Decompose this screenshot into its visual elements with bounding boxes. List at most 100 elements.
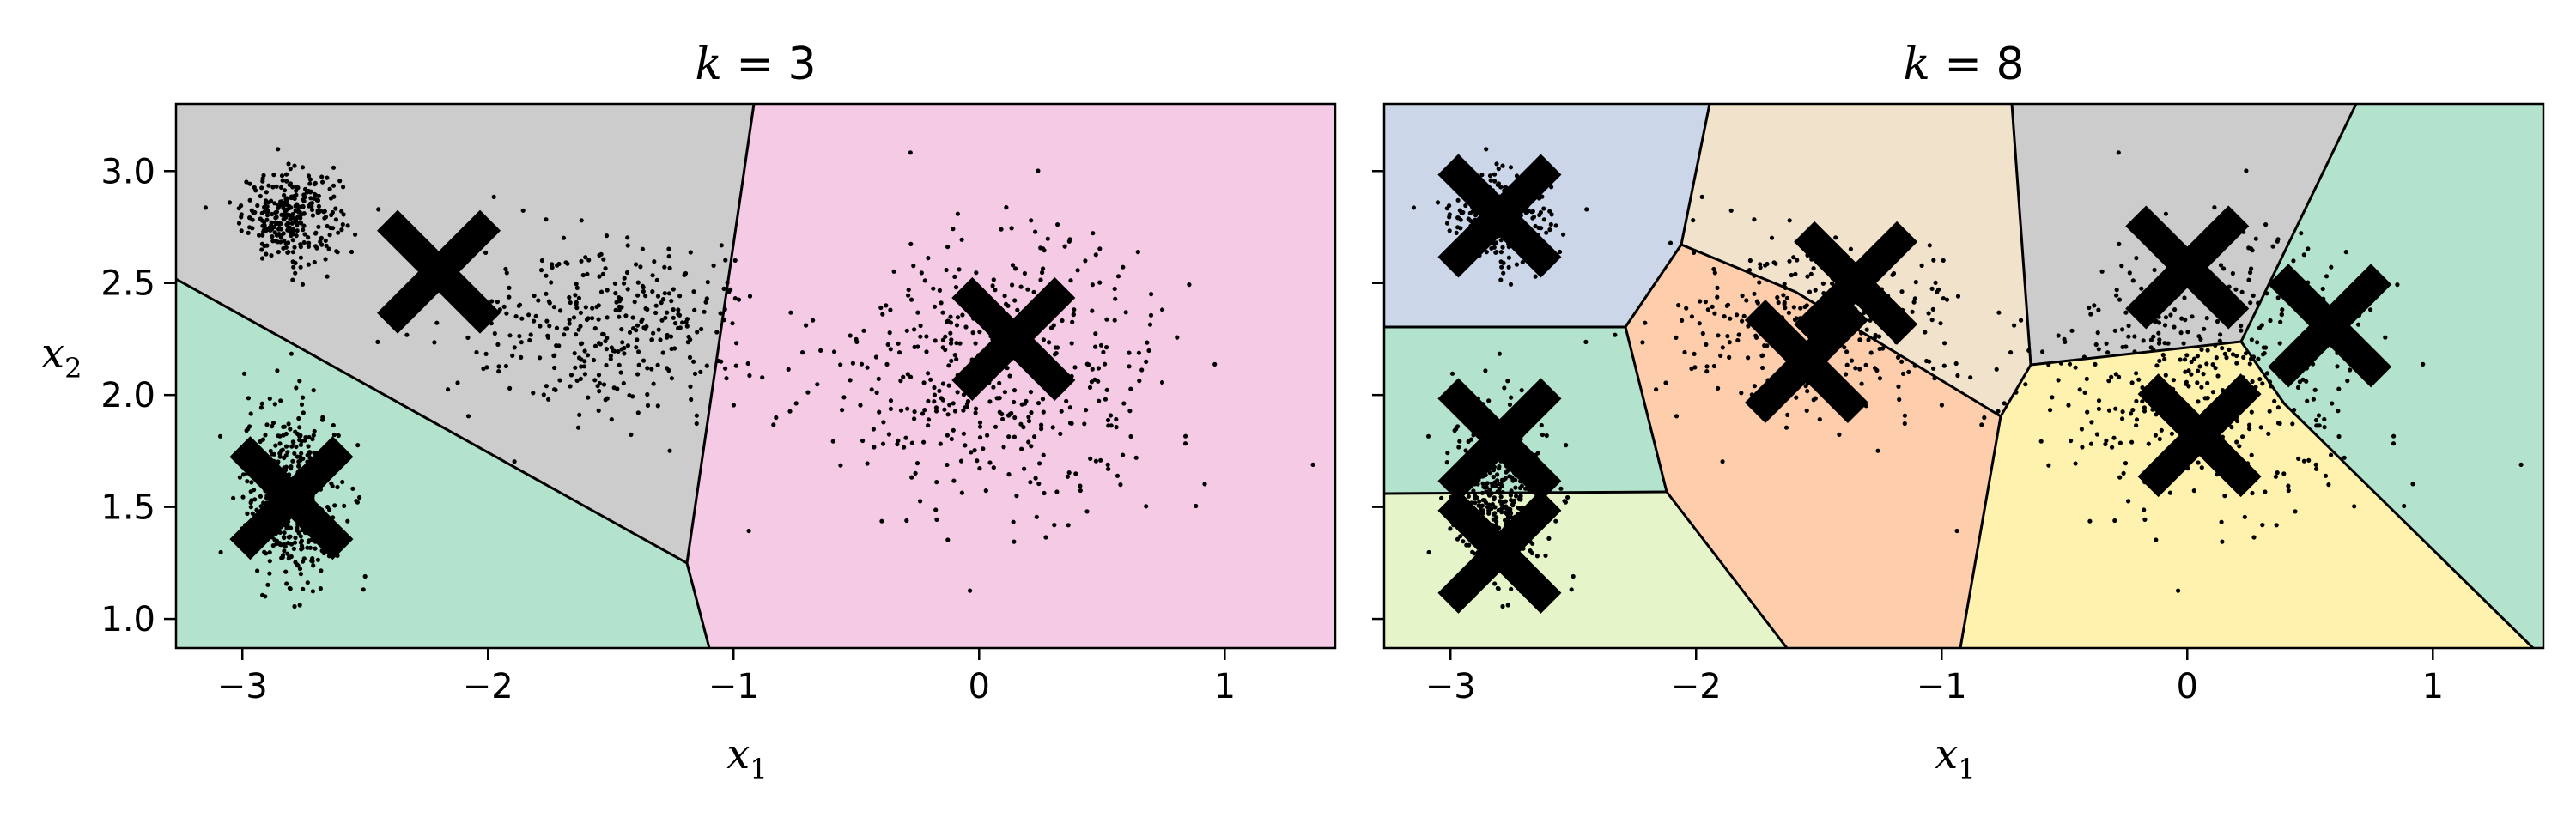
data-point — [1052, 523, 1057, 528]
data-point — [345, 223, 350, 228]
data-point — [2199, 347, 2204, 352]
data-point — [2311, 397, 2316, 402]
data-point — [598, 289, 605, 294]
data-point — [1941, 296, 1946, 301]
data-point — [653, 310, 659, 316]
data-point — [1996, 310, 2002, 315]
data-point — [310, 437, 315, 442]
data-point — [297, 603, 302, 608]
data-point — [586, 316, 591, 321]
data-point — [298, 540, 303, 545]
data-point — [1187, 282, 1192, 288]
data-point — [1444, 221, 1450, 226]
data-point — [355, 443, 361, 448]
data-point — [1093, 252, 1098, 258]
data-point — [2134, 371, 2139, 376]
data-point — [1495, 478, 1500, 483]
data-point — [591, 357, 597, 363]
data-point — [345, 518, 350, 524]
data-point — [519, 340, 524, 345]
data-point — [977, 466, 982, 471]
data-point — [860, 438, 866, 444]
data-point — [1463, 448, 1468, 453]
data-point — [908, 297, 914, 302]
data-point — [865, 365, 870, 370]
data-point — [274, 215, 279, 220]
data-point — [246, 230, 251, 235]
data-point — [1820, 281, 1826, 286]
data-point — [2019, 318, 2024, 323]
data-point — [1006, 472, 1012, 477]
data-point — [1498, 499, 1503, 504]
data-point — [1783, 285, 1788, 290]
data-point — [2275, 295, 2281, 300]
data-point — [1491, 468, 1497, 473]
data-point — [311, 388, 316, 393]
data-point — [282, 192, 287, 198]
data-point — [1518, 495, 1523, 500]
data-point — [2157, 436, 2162, 442]
data-point — [1711, 363, 1716, 369]
data-point — [691, 289, 696, 294]
data-point — [323, 238, 328, 243]
data-point — [1704, 364, 1710, 369]
x-tick-label: −2 — [463, 667, 513, 706]
data-point — [289, 233, 294, 239]
data-point — [1782, 282, 1787, 287]
centroid-markers — [1437, 154, 2392, 614]
data-point — [248, 411, 253, 416]
data-point — [270, 234, 275, 239]
data-point — [312, 181, 318, 187]
data-point — [677, 312, 683, 318]
data-point — [669, 299, 674, 304]
centroid-marker-6 — [2125, 205, 2250, 330]
data-point — [336, 230, 341, 235]
data-point — [630, 394, 635, 399]
data-point — [2234, 418, 2240, 424]
data-point — [2103, 441, 2108, 447]
data-point — [934, 517, 939, 523]
data-point — [301, 395, 306, 400]
data-point — [1727, 354, 1732, 360]
data-point — [547, 324, 552, 329]
data-point — [301, 239, 307, 245]
data-point — [2134, 398, 2139, 403]
data-point — [1741, 313, 1747, 318]
data-point — [948, 341, 954, 346]
data-point — [1133, 455, 1139, 460]
data-point — [2277, 341, 2282, 346]
data-point — [2088, 312, 2093, 317]
data-point — [296, 415, 301, 421]
data-point — [2082, 390, 2087, 395]
data-point — [612, 348, 617, 354]
data-point — [1805, 389, 1810, 394]
data-point — [1929, 286, 1935, 291]
data-point — [264, 213, 270, 218]
data-point — [2241, 354, 2246, 360]
data-point — [2139, 286, 2144, 291]
data-point — [555, 263, 560, 268]
data-point — [2157, 337, 2162, 342]
data-point — [974, 270, 979, 276]
data-point — [1082, 421, 1087, 427]
data-point — [774, 415, 779, 421]
data-point — [2153, 433, 2158, 438]
data-point — [1022, 270, 1027, 276]
data-point — [1926, 311, 1931, 316]
data-point — [636, 362, 641, 367]
data-point — [269, 220, 274, 225]
data-point — [905, 406, 910, 411]
data-point — [2171, 378, 2176, 383]
data-point — [1561, 232, 1566, 237]
data-point — [1794, 395, 1799, 400]
region-1 — [176, 279, 709, 648]
data-point — [933, 338, 938, 343]
data-point — [1744, 298, 1749, 303]
data-point — [1715, 294, 1720, 300]
data-point — [2130, 278, 2136, 283]
data-point — [1041, 409, 1046, 415]
data-point — [641, 358, 647, 363]
data-point — [2234, 353, 2239, 359]
data-point — [339, 209, 344, 214]
data-point — [691, 359, 696, 364]
